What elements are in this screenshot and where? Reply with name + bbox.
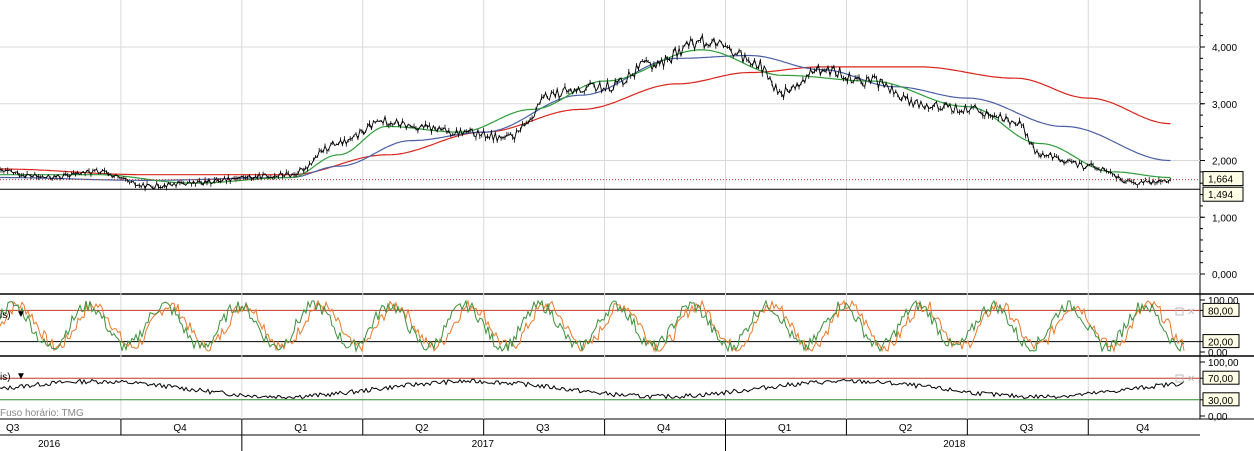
price-pane <box>0 33 1200 192</box>
y-tick-label: 0,00 <box>1208 412 1228 423</box>
maximize-pane-icon[interactable] <box>1175 307 1184 316</box>
vertical-gridlines <box>120 0 1089 419</box>
y-tick-label: 0,000 <box>1212 270 1237 281</box>
rsi-legend[interactable]: is) ▼ <box>0 371 26 383</box>
close-pane-icon[interactable]: ✕ <box>1187 307 1195 318</box>
year-label: 2016 <box>38 439 61 450</box>
y-tick-label: 2,000 <box>1212 157 1237 168</box>
level-marker <box>1202 334 1240 349</box>
quarter-label: Q2 <box>899 423 913 434</box>
maximize-pane-icon[interactable] <box>1175 374 1184 383</box>
reference-marker <box>1202 186 1244 202</box>
horizontal-gridlines <box>0 46 1200 275</box>
stochastic-legend-label: is) <box>0 310 11 321</box>
last-price-marker-label: 1,664 <box>1208 175 1233 186</box>
timezone-label: Fuso horário: TMG <box>0 408 84 419</box>
level-marker <box>1202 392 1240 407</box>
stochastic-legend-dropdown-icon[interactable]: ▼ <box>16 309 26 320</box>
level-marker <box>1202 302 1240 317</box>
series-line-stoch-d <box>0 299 1185 353</box>
stochastic-pane-controls[interactable]: ✕ <box>1175 307 1195 318</box>
y-tick-label: 100,00 <box>1208 296 1239 307</box>
y-tick-label: 70,00 <box>1208 374 1233 385</box>
series-line-price <box>0 33 1171 190</box>
last-price-marker <box>1202 171 1244 187</box>
rsi-legend-label: is) <box>0 372 11 383</box>
series-line-ma-red <box>0 66 1171 176</box>
year-label: 2017 <box>472 439 495 450</box>
rsi-y-axis: 100,00 70,00 30,00 0,00 <box>1200 358 1240 423</box>
rsi-pane <box>0 377 1200 401</box>
quarter-label: Q1 <box>778 423 792 434</box>
reference-marker-label: 1,494 <box>1208 190 1233 201</box>
rsi-legend-dropdown-icon[interactable]: ▼ <box>16 371 26 382</box>
close-pane-icon[interactable]: ✕ <box>1187 374 1195 385</box>
y-tick-label: 3,000 <box>1212 100 1237 111</box>
series-line-rsi <box>0 378 1185 400</box>
y-tick-label: 100,00 <box>1208 358 1239 369</box>
y-tick-label: 1,000 <box>1212 213 1237 224</box>
quarter-label: Q1 <box>294 423 308 434</box>
y-tick-label: 80,00 <box>1208 306 1233 317</box>
quarter-label: Q3 <box>1020 423 1034 434</box>
quarter-label: Q4 <box>173 423 187 434</box>
year-label: 2018 <box>943 439 966 450</box>
time-axis: Q3 Q4 Q1 Q2 Q3 Q4 Q1 Q2 Q3 Q4 2016 2017 2018 <box>6 419 1150 451</box>
stochastic-legend[interactable]: is) ▼ <box>0 309 26 321</box>
y-tick-label: 4,000 <box>1212 43 1237 54</box>
y-tick-label: 20,00 <box>1208 338 1233 349</box>
stochastic-pane <box>0 299 1200 353</box>
rsi-pane-controls[interactable]: ✕ <box>1175 374 1195 385</box>
price-y-axis: 4,000 3,000 2,000 1,000 0,000 1,664 1,494 <box>1200 12 1244 281</box>
quarter-label: Q3 <box>536 423 550 434</box>
quarter-label: Q4 <box>657 423 671 434</box>
level-marker <box>1202 370 1240 385</box>
quarter-label: Q4 <box>1136 423 1150 434</box>
y-tick-label: 30,00 <box>1208 396 1233 407</box>
quarter-label: Q2 <box>415 423 429 434</box>
y-tick-label: 0,00 <box>1208 348 1228 359</box>
quarter-label: Q3 <box>6 423 20 434</box>
